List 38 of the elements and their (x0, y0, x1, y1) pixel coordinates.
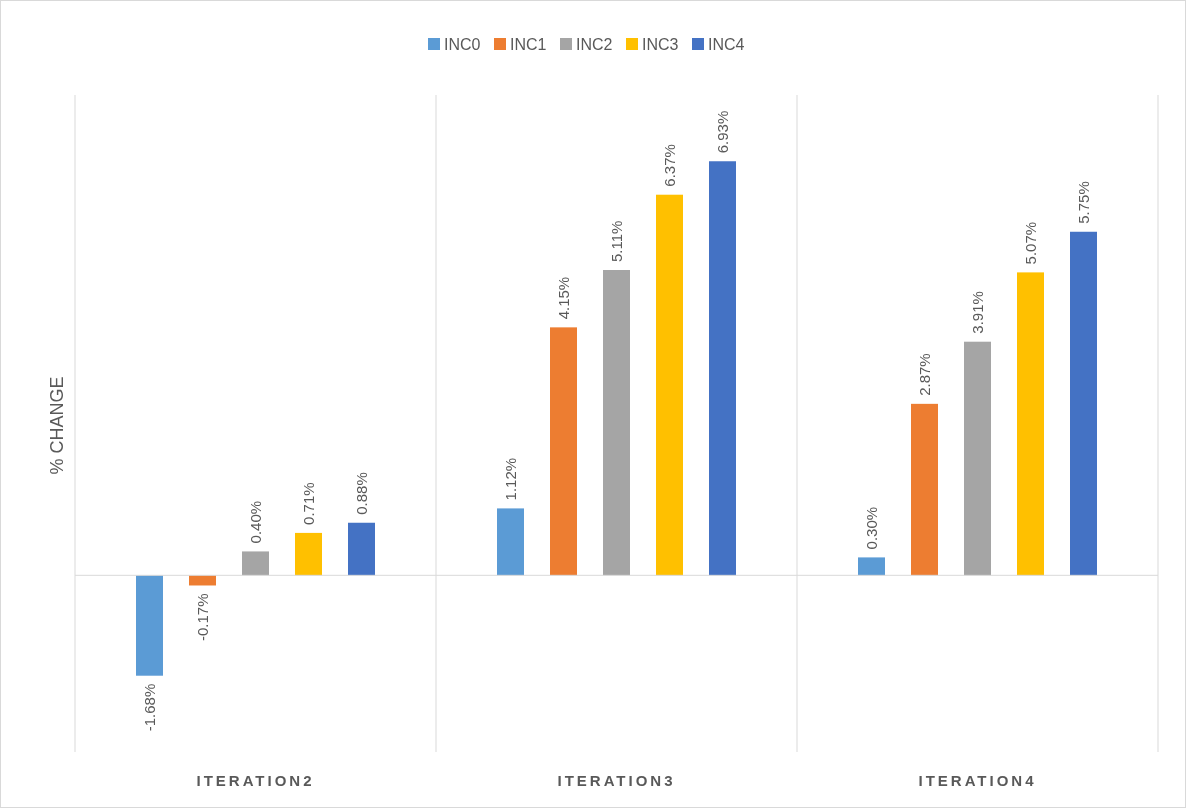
legend-label: INC0 (444, 36, 481, 53)
bar (911, 403, 938, 576)
bar (656, 194, 683, 576)
bar (295, 532, 322, 576)
legend-label: INC2 (576, 36, 613, 53)
bar (964, 341, 991, 576)
bar (858, 557, 885, 576)
data-label: 5.75% (1074, 181, 1092, 224)
x-tick-label: ITERATION4 (918, 772, 1037, 789)
x-tick-label: ITERATION2 (196, 772, 315, 789)
data-label: 0.88% (352, 472, 370, 515)
data-label: 0.30% (862, 506, 880, 550)
y-axis-title: % CHANGE (47, 376, 67, 475)
bar (497, 508, 524, 576)
data-label: -0.17% (193, 593, 211, 642)
bar (709, 161, 736, 576)
data-label: -1.68% (140, 683, 158, 732)
data-label: 4.15% (554, 276, 572, 320)
data-label: 2.87% (915, 353, 933, 396)
bar (136, 575, 163, 676)
legend-label: INC4 (708, 36, 745, 53)
data-label: 0.40% (246, 500, 264, 544)
data-label: 0.71% (299, 482, 317, 525)
bar (1070, 231, 1097, 576)
data-label: 3.91% (968, 291, 986, 334)
bar (603, 270, 630, 576)
x-tick-label: ITERATION3 (557, 772, 676, 789)
data-label: 6.37% (660, 144, 678, 187)
bar (550, 327, 577, 576)
legend-label: INC1 (510, 36, 547, 53)
data-label: 5.07% (1021, 221, 1039, 265)
legend-label: INC3 (642, 36, 679, 53)
data-label: 1.12% (501, 457, 519, 501)
data-label: 6.93% (713, 110, 731, 154)
bar (242, 551, 269, 576)
data-label: 5.11% (607, 220, 625, 262)
bar (348, 522, 375, 576)
bar (1017, 272, 1044, 576)
